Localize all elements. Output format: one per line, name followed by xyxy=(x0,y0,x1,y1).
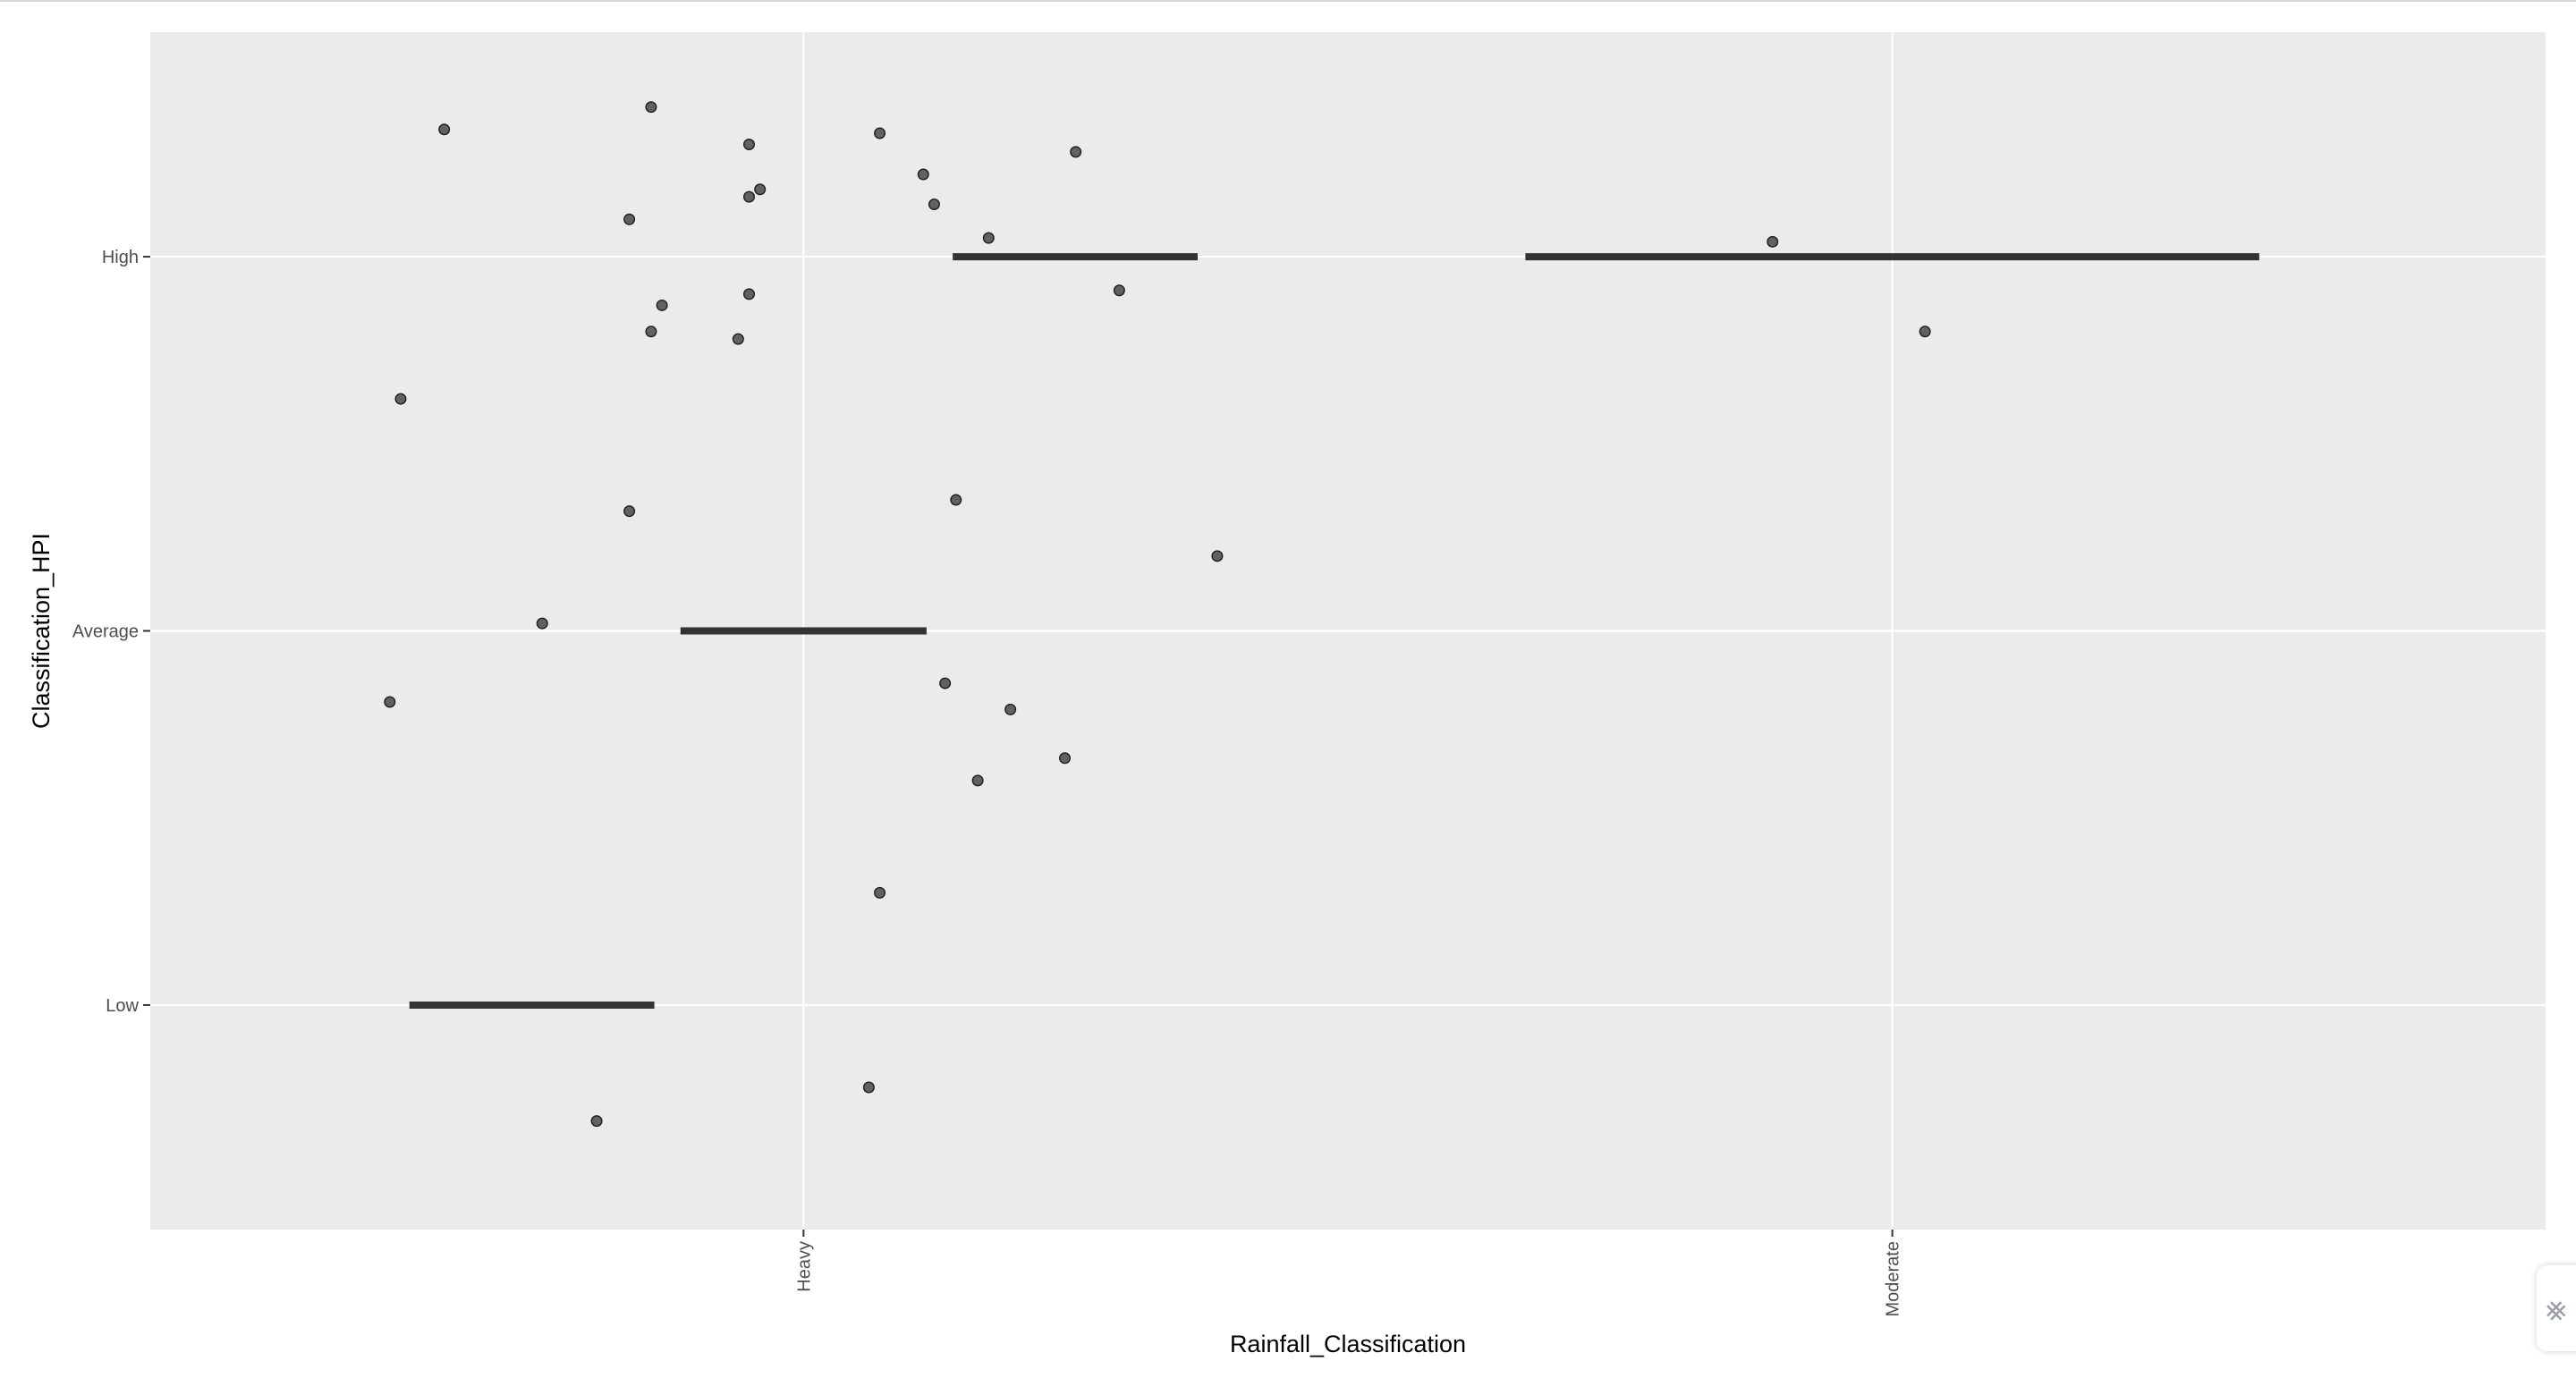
y-axis: Low Average High xyxy=(72,248,150,1016)
y-tick-label: Average xyxy=(72,622,139,642)
data-point xyxy=(384,696,396,708)
data-point xyxy=(950,494,962,506)
data-point xyxy=(1919,326,1931,338)
data-point xyxy=(1059,752,1072,765)
data-point xyxy=(732,333,744,345)
x-axis-title: Rainfall_Classification xyxy=(1230,1331,1466,1357)
data-point xyxy=(928,198,940,210)
data-point xyxy=(874,127,886,140)
top-border xyxy=(0,0,2576,2)
data-point xyxy=(1004,703,1017,715)
y-axis-title: Classification_HPI xyxy=(28,533,55,729)
data-point xyxy=(917,168,929,181)
data-point xyxy=(971,774,984,787)
data-point xyxy=(590,1115,603,1128)
data-point xyxy=(394,393,407,405)
crossbars xyxy=(409,253,2259,1009)
data-point xyxy=(743,288,756,300)
data-point xyxy=(939,677,952,689)
y-tick-label: High xyxy=(102,248,139,267)
data-point xyxy=(743,139,756,151)
data-point xyxy=(982,232,995,244)
data-point xyxy=(1211,550,1224,562)
data-point xyxy=(623,213,636,225)
data-point xyxy=(743,190,756,203)
collapse-icon: ⨳ xyxy=(2546,1289,2567,1328)
data-point xyxy=(754,183,767,196)
x-tick-label: Moderate xyxy=(1884,1241,1903,1317)
y-tick-label: Low xyxy=(106,996,139,1016)
x-axis: Heavy Moderate xyxy=(794,1230,1903,1317)
x-tick-label: Heavy xyxy=(794,1241,814,1292)
data-point xyxy=(874,886,886,899)
data-point xyxy=(862,1081,875,1094)
data-point xyxy=(656,299,668,311)
side-panel-toggle[interactable]: ⨳ xyxy=(2537,1265,2576,1351)
data-point xyxy=(645,101,657,114)
data-point xyxy=(438,123,451,136)
data-point xyxy=(536,617,548,630)
data-point xyxy=(645,326,657,338)
data-points xyxy=(384,101,1931,1128)
data-point xyxy=(1070,146,1082,158)
data-point xyxy=(1767,235,1779,248)
data-point xyxy=(623,505,636,518)
data-point xyxy=(1113,284,1125,297)
